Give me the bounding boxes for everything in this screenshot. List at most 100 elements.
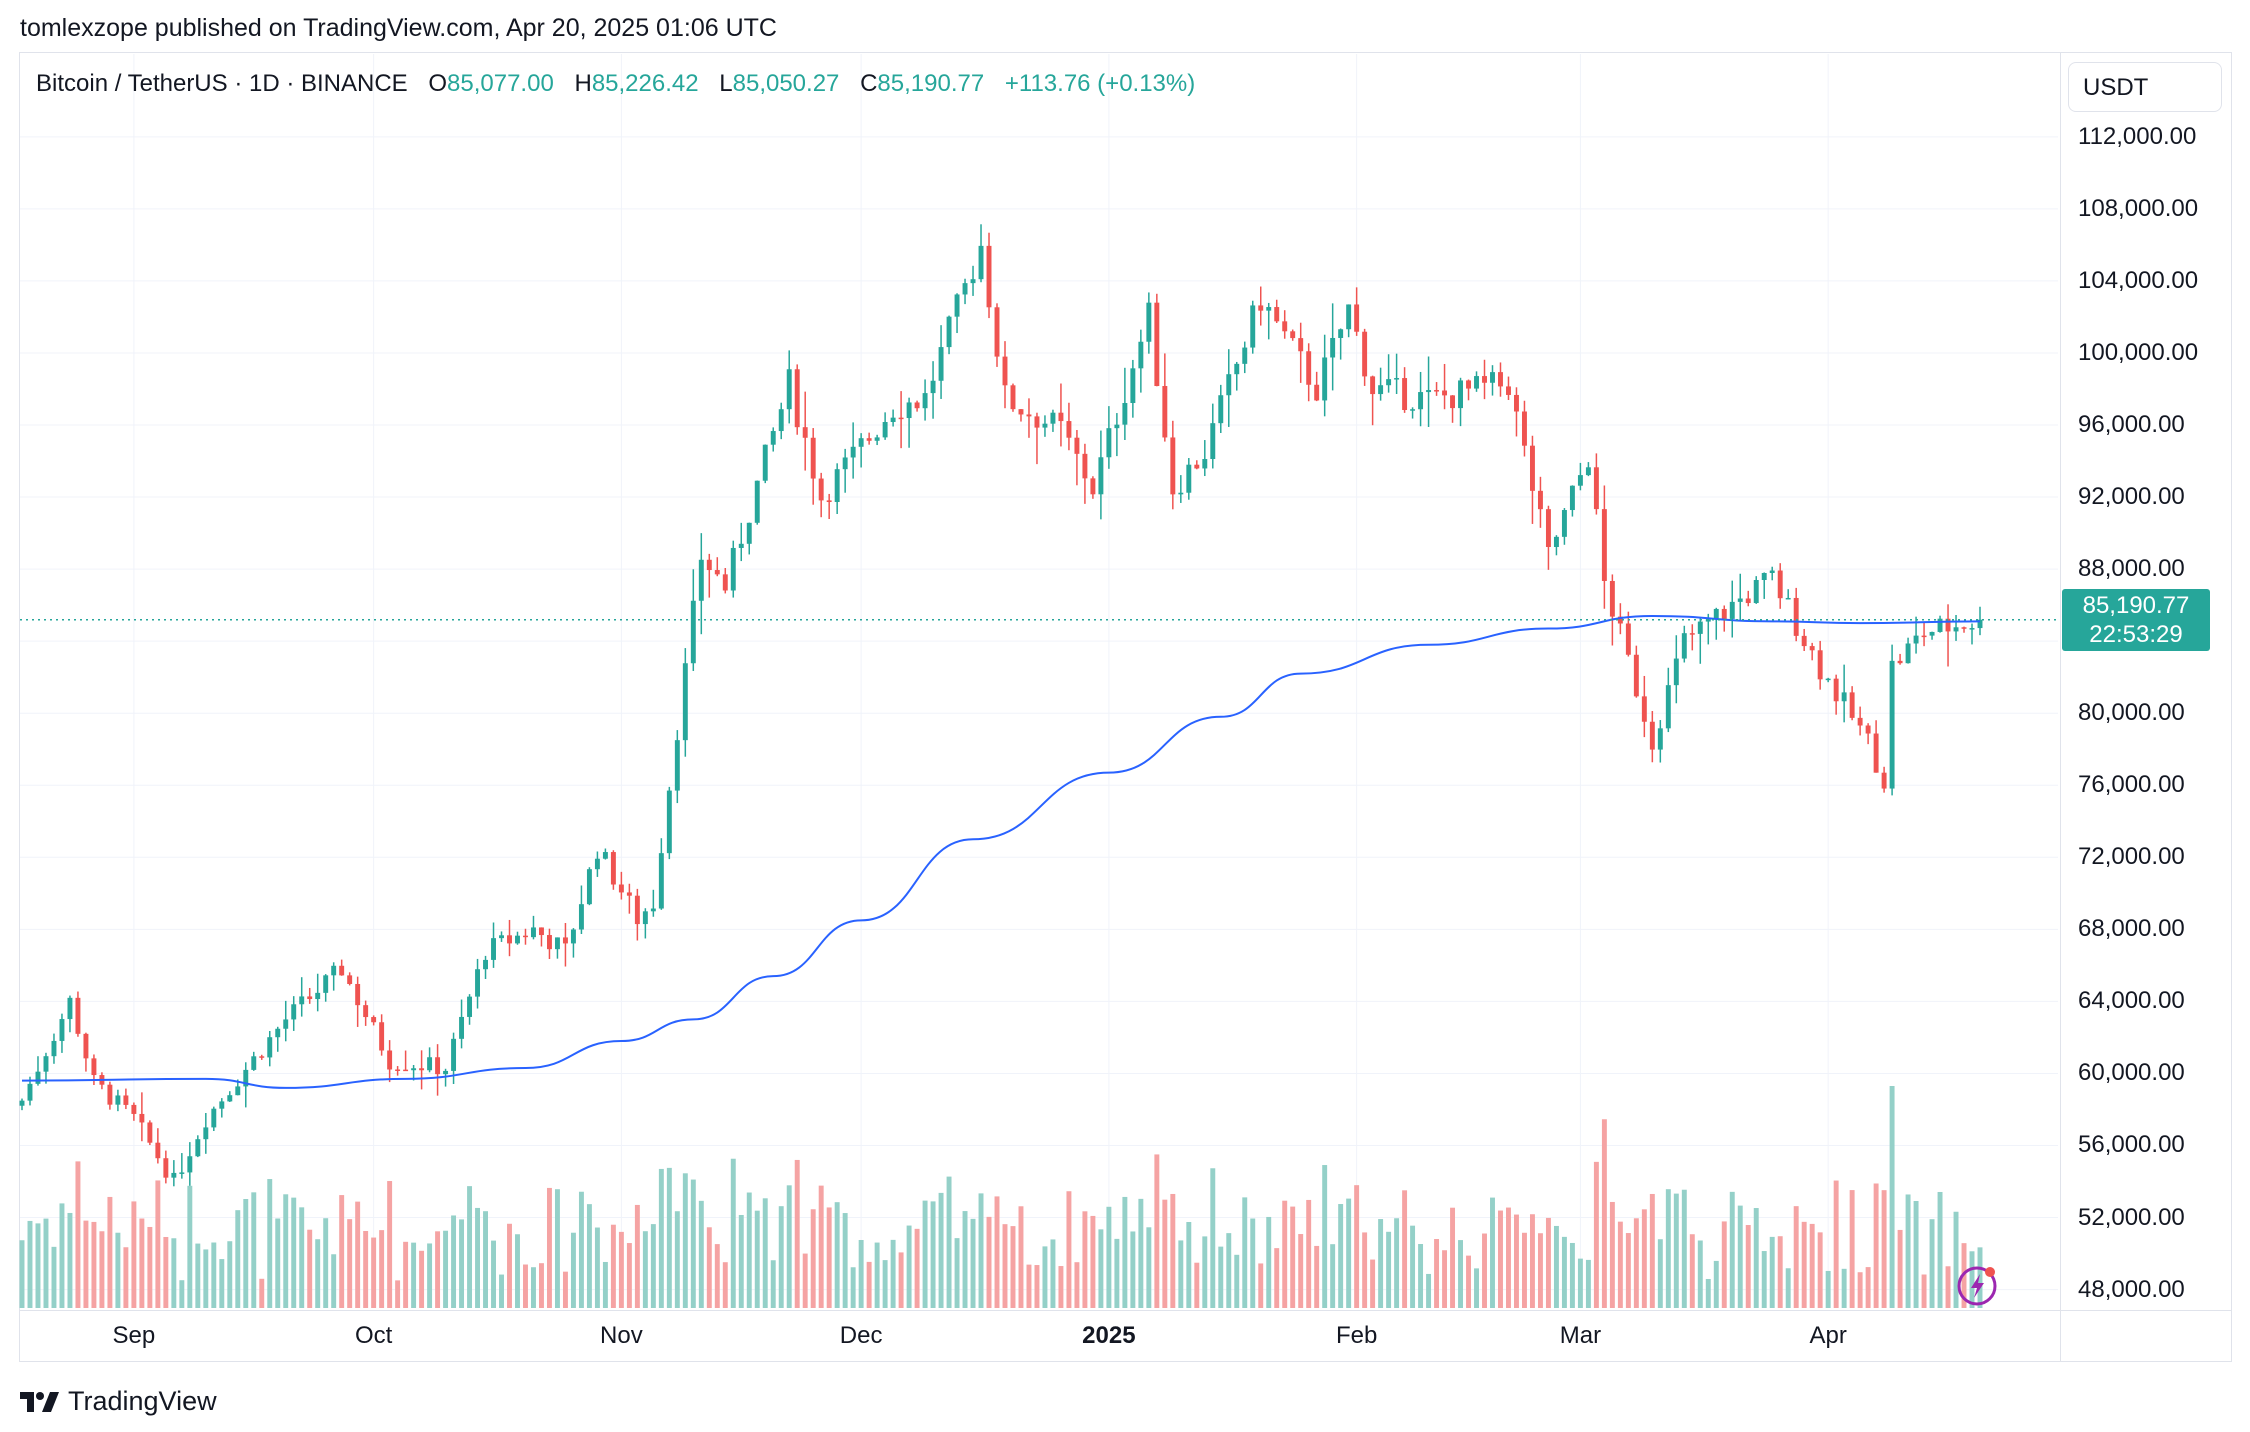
candle — [43, 1052, 49, 1084]
volume-bar — [1458, 1240, 1463, 1308]
candle-body — [1977, 619, 1983, 629]
candle-body — [1529, 445, 1535, 491]
candle-body — [299, 996, 305, 1005]
candle-body — [427, 1057, 433, 1071]
candle-body — [91, 1058, 97, 1076]
candle-body — [1162, 386, 1168, 438]
volume-bar — [842, 1213, 848, 1308]
candle — [1026, 398, 1032, 438]
candle-body — [1482, 376, 1487, 383]
candle-body — [1793, 597, 1799, 636]
candle-body — [315, 992, 321, 1000]
candle — [131, 1102, 137, 1121]
candle-body — [1905, 643, 1911, 664]
volume-bar — [1066, 1191, 1072, 1308]
candle — [259, 1054, 265, 1060]
candle-body — [994, 307, 1000, 357]
candle — [1761, 572, 1767, 599]
candle — [1841, 664, 1847, 723]
brand-name: TradingView — [68, 1386, 217, 1416]
candle — [1418, 371, 1424, 427]
candle — [1010, 383, 1016, 412]
volume-bar — [1146, 1227, 1152, 1308]
currency-unit-button[interactable]: USDT — [2068, 62, 2222, 112]
candle-body — [467, 996, 473, 1017]
candle-body — [1785, 597, 1791, 600]
volume-bar — [195, 1243, 201, 1308]
candle — [1601, 485, 1607, 609]
price-tick-label: 48,000.00 — [2078, 1275, 2185, 1303]
candle — [778, 402, 784, 440]
candle — [1865, 723, 1871, 745]
candle — [1889, 644, 1895, 796]
candle — [938, 325, 944, 399]
time-tick-label: Oct — [354, 1322, 393, 1349]
volume-bar — [866, 1261, 872, 1308]
candle — [1881, 766, 1887, 793]
candle-body — [1042, 423, 1048, 428]
volume-bar — [858, 1240, 864, 1308]
candle-body — [219, 1101, 225, 1109]
volume-bar — [75, 1161, 81, 1308]
candle-body — [171, 1172, 177, 1178]
candle-body — [1370, 376, 1376, 395]
volume-bar — [371, 1237, 377, 1308]
candle — [898, 391, 904, 449]
tradingview-brand[interactable]: TradingView — [20, 1386, 217, 1417]
price-tick-label: 80,000.00 — [2078, 699, 2185, 727]
candle — [1218, 384, 1224, 433]
candle — [19, 1098, 25, 1111]
volume-bar — [1665, 1189, 1671, 1308]
candle — [930, 361, 936, 419]
volume-bar — [1074, 1262, 1080, 1308]
candle-body — [259, 1056, 265, 1058]
volume-bar — [499, 1274, 504, 1308]
volume-bar — [586, 1204, 592, 1308]
volume-bar — [467, 1186, 473, 1308]
candle-body — [1561, 510, 1567, 537]
volume-bar — [1322, 1165, 1328, 1308]
candle-body — [1474, 376, 1479, 389]
candle-body — [1194, 464, 1200, 469]
candle — [1290, 329, 1296, 341]
candle-body — [1849, 692, 1855, 718]
candle-body — [139, 1113, 145, 1123]
volume-bar — [970, 1218, 976, 1308]
candle — [1258, 286, 1264, 326]
volume-bar — [1801, 1221, 1807, 1308]
candle — [1817, 640, 1823, 690]
candle-body — [986, 245, 992, 308]
candle — [1090, 476, 1096, 499]
volume-bar — [1122, 1196, 1128, 1308]
volume-bar — [1817, 1232, 1823, 1308]
candle — [1514, 387, 1519, 437]
volume-bar — [1689, 1234, 1695, 1308]
candle-body — [1889, 660, 1895, 789]
candle — [1178, 475, 1184, 503]
volume-bar — [994, 1196, 1000, 1308]
volume-bar — [475, 1207, 481, 1308]
candle — [1474, 371, 1479, 392]
volume-bar — [179, 1280, 185, 1308]
candle — [1458, 377, 1463, 427]
candle-body — [866, 438, 872, 441]
volume-bar — [379, 1230, 385, 1308]
ohlc-legend: Bitcoin / TetherUS · 1D · BINANCE O85,07… — [36, 70, 1209, 98]
candle — [754, 480, 760, 525]
volume-bar — [674, 1211, 680, 1308]
volume-bar — [562, 1271, 568, 1308]
candle — [1146, 292, 1152, 354]
candle-body — [858, 438, 864, 447]
candle-body — [786, 369, 792, 410]
candle-body — [443, 1070, 449, 1075]
volume-bar — [978, 1193, 984, 1308]
volume-bar — [1186, 1221, 1192, 1308]
symbol-title[interactable]: Bitcoin / TetherUS · 1D · BINANCE — [36, 70, 408, 97]
candle — [1657, 720, 1663, 763]
volume-bar — [1617, 1221, 1623, 1308]
volume-bar — [706, 1227, 712, 1308]
candle-body — [674, 740, 680, 791]
lightning-bolt-icon[interactable] — [1957, 1262, 2001, 1311]
candle — [1186, 458, 1192, 500]
